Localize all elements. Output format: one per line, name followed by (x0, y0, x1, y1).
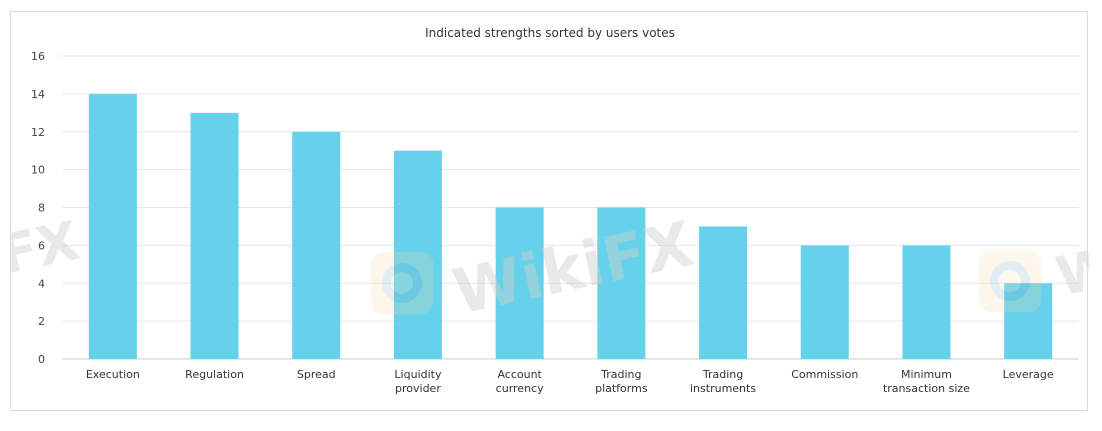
x-tick-label: Trading (600, 368, 641, 381)
y-tick-label: 14 (31, 88, 45, 101)
x-tick-label: Trading (702, 368, 743, 381)
x-tick-label: transaction size (883, 382, 970, 395)
y-tick-label: 8 (38, 202, 45, 215)
bars (88, 93, 1053, 360)
y-tick-label: 12 (31, 126, 45, 139)
x-tick-label: platforms (595, 382, 648, 395)
bar[interactable] (495, 207, 544, 360)
watermark-text: WikiFX (447, 207, 699, 329)
x-tick-label: Account (497, 368, 542, 381)
x-tick-label: Spread (297, 368, 336, 381)
wikifx-logo-icon (979, 250, 1041, 312)
bar[interactable] (292, 131, 341, 359)
y-tick-label: 6 (38, 239, 45, 252)
wikifx-logo-icon (371, 252, 433, 314)
bar[interactable] (88, 93, 137, 359)
watermark-text: FX (11, 209, 85, 287)
x-tick-label: Leverage (1003, 368, 1054, 381)
x-tick-label: instruments (690, 382, 756, 395)
x-axis-labels: Execution Regulation Spread Liquidityprovid… (86, 368, 1054, 395)
y-tick-label: 4 (38, 277, 45, 290)
x-tick-label: Commission (791, 368, 858, 381)
watermark-text: W (1051, 235, 1089, 309)
x-tick-label: Regulation (185, 368, 244, 381)
x-tick-label: Liquidity (394, 368, 442, 381)
bar[interactable] (902, 245, 951, 359)
bar[interactable] (597, 207, 646, 360)
bar[interactable] (1004, 283, 1053, 359)
y-axis-ticks: 0 2 4 6 8 10 12 14 16 (31, 50, 45, 366)
bar[interactable] (190, 112, 239, 359)
bar[interactable] (393, 150, 442, 359)
y-tick-label: 0 (38, 353, 45, 366)
x-tick-label: Execution (86, 368, 140, 381)
x-tick-label: provider (395, 382, 441, 395)
bar[interactable] (800, 245, 849, 359)
chart-title: Indicated strengths sorted by users vote… (425, 26, 675, 40)
bar-chart: Indicated strengths sorted by users vote… (11, 26, 1089, 395)
bar[interactable] (699, 226, 748, 359)
x-tick-label: Minimum (901, 368, 952, 381)
y-tick-label: 10 (31, 164, 45, 177)
chart-frame: Indicated strengths sorted by users vote… (10, 11, 1089, 411)
y-tick-label: 2 (38, 315, 45, 328)
x-tick-label: currency (496, 382, 544, 395)
y-tick-label: 16 (31, 50, 45, 63)
